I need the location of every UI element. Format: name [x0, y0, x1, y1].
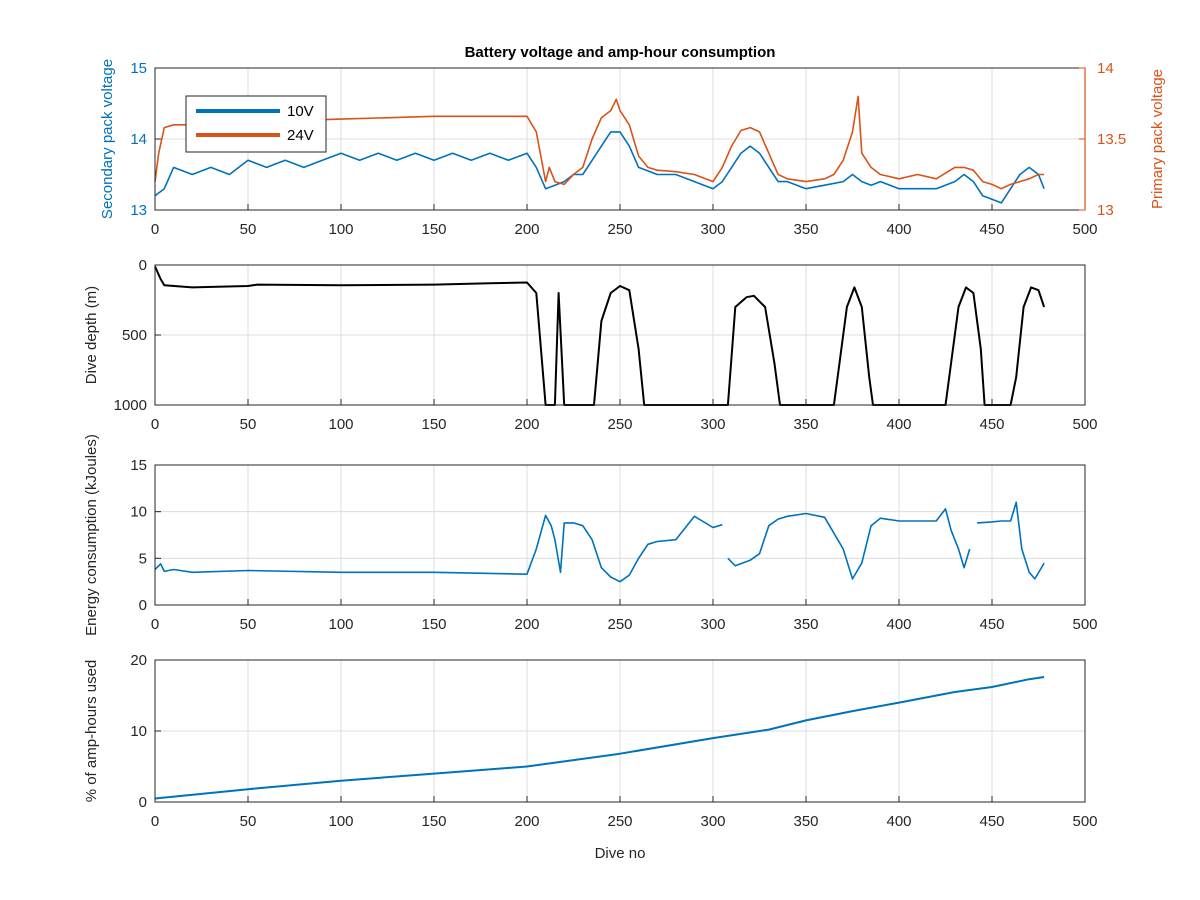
legend-label-24v: 24V [287, 127, 314, 144]
amp-hours-xtick-label-2: 100 [328, 813, 353, 830]
depth-ytick-label-2: 1000 [114, 397, 147, 414]
voltage-xtick-label-8: 400 [886, 221, 911, 238]
depth-panel: 0 50 100 150 200 250 300 350 400 450 500 0 500 1000 Di… [83, 257, 1098, 433]
voltage-xtick-label-0: 0 [151, 221, 159, 238]
voltage-ylabel-right: Primary pack voltage [1149, 69, 1166, 209]
depth-ylabel: Dive depth (m) [83, 286, 100, 384]
depth-ytick-label-0: 0 [139, 257, 147, 274]
amp-hours-ytick-label-2: 20 [130, 652, 147, 669]
energy-series-2-line [977, 501, 1045, 580]
voltage-xtick-label-1: 50 [240, 221, 257, 238]
amp-hours-xtick-label-9: 450 [979, 813, 1004, 830]
voltage-xtick-label-5: 250 [607, 221, 632, 238]
energy-xtick-label-6: 300 [700, 616, 725, 633]
depth-series-0-line [154, 265, 1046, 406]
depth-ytick-label-1: 500 [122, 327, 147, 344]
depth-xtick-label-4: 200 [514, 416, 539, 433]
amp-hours-xtick-label-3: 150 [421, 813, 446, 830]
energy-xtick-label-3: 150 [421, 616, 446, 633]
voltage-xtick-label-2: 100 [328, 221, 353, 238]
energy-grid [154, 464, 1086, 606]
depth-xtick-label-8: 400 [886, 416, 911, 433]
energy-xtick-label-5: 250 [607, 616, 632, 633]
amp-hours-xtick-label-1: 50 [240, 813, 257, 830]
voltage-panel: 0 50 100 150 200 250 300 350 400 450 5001314151313… [99, 59, 1166, 238]
legend-box [185, 95, 327, 153]
voltage-xtick-label-6: 300 [700, 221, 725, 238]
voltage-ytick-label-2: 15 [130, 60, 147, 77]
voltage-ytick-right-label-2: 14 [1097, 60, 1114, 77]
amp-hours-series-0-line [154, 676, 1045, 800]
amp-hours-xtick-label-10: 500 [1072, 813, 1097, 830]
depth-xtick-label-1: 50 [240, 416, 257, 433]
depth-xtick-label-10: 500 [1072, 416, 1097, 433]
voltage-ytick-label-0: 13 [130, 202, 147, 219]
amp-hours-ytick-label-1: 10 [130, 723, 147, 740]
energy-xtick-label-2: 100 [328, 616, 353, 633]
amp-hours-xlabel: Dive no [595, 845, 646, 862]
energy-xtick-label-10: 500 [1072, 616, 1097, 633]
amp-hours-xtick-label-4: 200 [514, 813, 539, 830]
amp-hours-ytick-label-0: 0 [139, 794, 147, 811]
voltage-ytick-right-label-1: 13.5 [1097, 131, 1126, 148]
voltage-xtick-label-10: 500 [1072, 221, 1097, 238]
amp-hours-xtick-label-0: 0 [151, 813, 159, 830]
voltage-xtick-label-3: 150 [421, 221, 446, 238]
voltage-series-10v-line [154, 131, 1045, 204]
energy-panel: 0 50 100 150 200 250 300 350 400 450 500 0 5 10 15 Ener… [83, 434, 1098, 636]
energy-ylabel: Energy consumption (kJoules) [83, 434, 100, 636]
energy-ytick-label-0: 0 [139, 597, 147, 614]
voltage-ylabel: Secondary pack voltage [99, 59, 116, 219]
amp-hours-xtick-label-5: 250 [607, 813, 632, 830]
legend-label-10v: 10V [287, 103, 314, 120]
amp-hours-ylabel: % of amp-hours used [83, 660, 100, 803]
amp-hours-grid [154, 659, 1086, 803]
voltage-ytick-right-label-0: 13 [1097, 202, 1114, 219]
depth-xtick-label-6: 300 [700, 416, 725, 433]
energy-xtick-label-8: 400 [886, 616, 911, 633]
depth-xtick-label-9: 450 [979, 416, 1004, 433]
amp-hours-xtick-label-7: 350 [793, 813, 818, 830]
amp-hours-xtick-label-6: 300 [700, 813, 725, 830]
chart-title: Battery voltage and amp-hour consumption [465, 44, 776, 61]
depth-xtick-label-5: 250 [607, 416, 632, 433]
energy-xtick-label-0: 0 [151, 616, 159, 633]
voltage-series-24v-line [154, 95, 1045, 190]
energy-ytick-label-2: 10 [130, 504, 147, 521]
energy-xtick-label-1: 50 [240, 616, 257, 633]
voltage-xtick-label-9: 450 [979, 221, 1004, 238]
depth-xtick-label-2: 100 [328, 416, 353, 433]
energy-ytick-label-3: 15 [130, 457, 147, 474]
energy-ytick-label-1: 5 [139, 550, 147, 567]
energy-series-0-line [154, 514, 723, 583]
voltage-xtick-label-4: 200 [514, 221, 539, 238]
voltage-xtick-label-7: 350 [793, 221, 818, 238]
energy-series-1-line [727, 508, 971, 580]
depth-xtick-label-7: 350 [793, 416, 818, 433]
voltage-ytick-label-1: 14 [130, 131, 147, 148]
energy-xtick-label-7: 350 [793, 616, 818, 633]
depth-xtick-label-3: 150 [421, 416, 446, 433]
energy-xtick-label-4: 200 [514, 616, 539, 633]
depth-xtick-label-0: 0 [151, 416, 159, 433]
amp-hours-panel: 0 50 100 150 200 250 300 350 400 450 500 0 10 20 % of … [83, 652, 1098, 862]
amp-hours-xtick-label-8: 400 [886, 813, 911, 830]
energy-xtick-label-9: 450 [979, 616, 1004, 633]
